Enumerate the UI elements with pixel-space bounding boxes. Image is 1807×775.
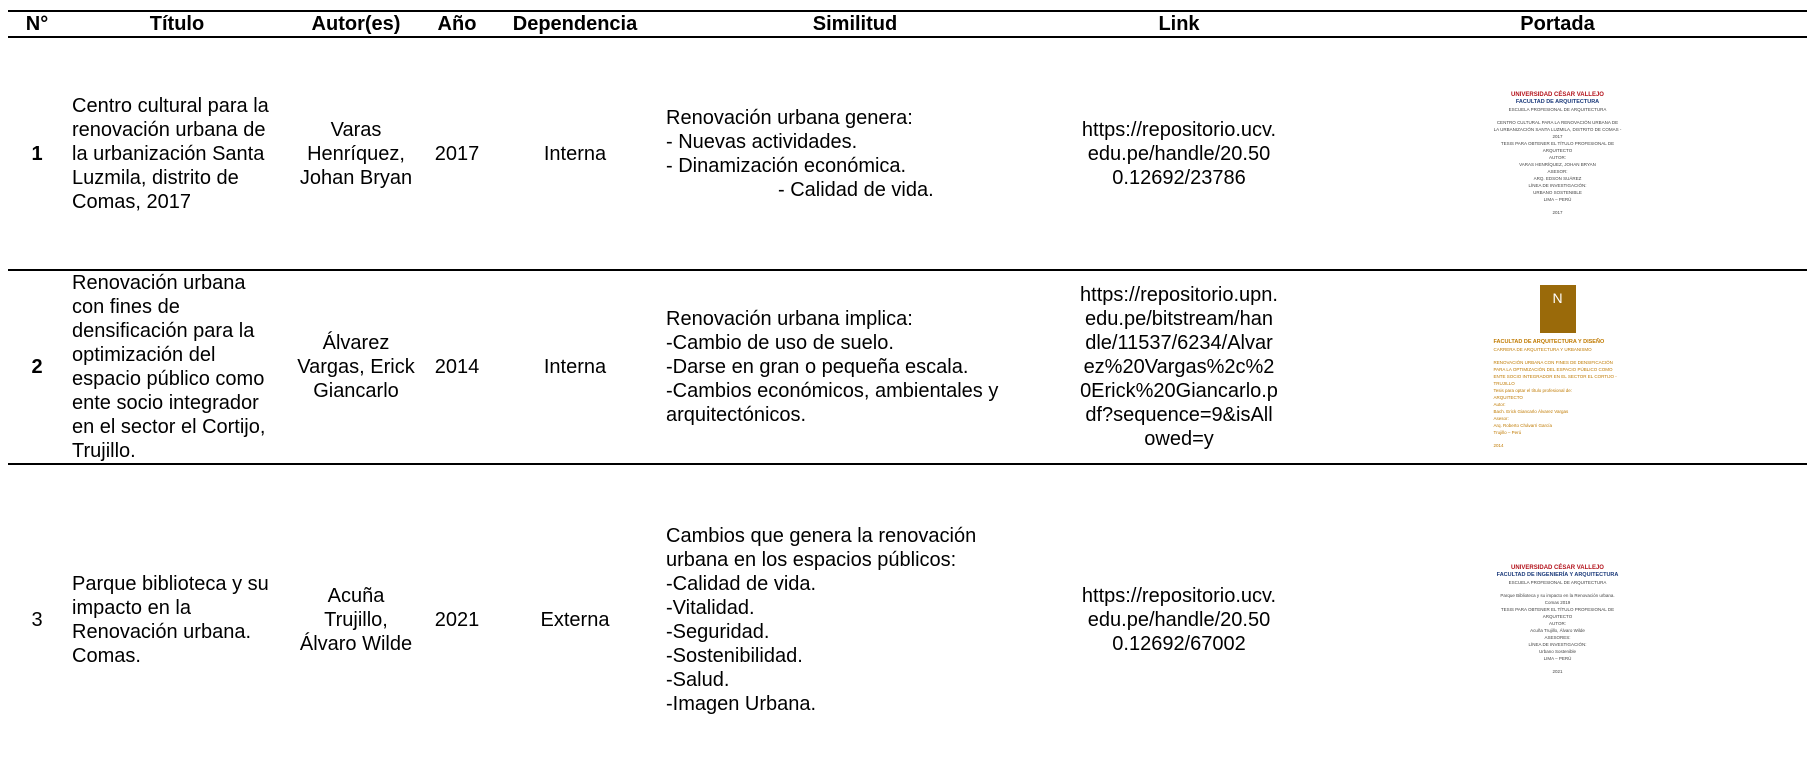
cover-text: ARQ. EDSON SUÁREZ: [1533, 175, 1582, 181]
similarity-cell: Cambios que genera la renovación urbana …: [660, 463, 1050, 775]
cover-text: ESCUELA PROFESIONAL DE ARQUITECTURA: [1508, 580, 1607, 585]
link-cell: https://repositorio.ucv.edu.pe/handle/20…: [1081, 118, 1277, 189]
similarity-line: Cambios que genera la renovación urbana …: [666, 525, 977, 571]
cover-text: LIMA – PERÚ: [1543, 656, 1572, 661]
cover-text: Bach. Erick Giancarlo Álvarez Vargas: [1493, 409, 1569, 414]
column-header: Año: [424, 10, 490, 38]
cover-text: N: [1539, 285, 1576, 333]
dependency-cell: Externa: [490, 463, 660, 775]
column-header: Similitud: [660, 10, 1050, 38]
similarity-line: -Cambio de uso de suelo.: [666, 332, 894, 354]
dependency-cell: Interna: [490, 269, 660, 464]
column-header: N°: [8, 10, 66, 38]
cover-text: ASESOR:: [1547, 168, 1568, 174]
cover-text: ARQUITECTO: [1493, 395, 1523, 400]
cover-text: CENTRO CULTURAL PARA LA RENOVACIÓN URBAN…: [1493, 119, 1622, 139]
cover-text: 2014: [1493, 443, 1504, 448]
cover-text: Acuña Trujillo, Álvaro Wilde: [1530, 628, 1585, 633]
cover-text: Parque Biblioteca y su impacto en la Ren…: [1500, 593, 1615, 605]
similarity-line: -Salud.: [666, 669, 730, 691]
similarity-line: -Vitalidad.: [666, 597, 755, 619]
link-cell: https://repositorio.upn.edu.pe/bitstream…: [1050, 269, 1308, 464]
cover-thumbnail: N FACULTAD DE ARQUITECTURA Y DISEÑO CARRER…: [1493, 285, 1622, 449]
similarity-line: - Dinamización económica.: [666, 154, 907, 177]
similarity-line: Renovación urbana implica:: [666, 308, 913, 330]
year-cell: 2017: [434, 142, 480, 165]
table-header: N° Título Autor(es) Año Dependencia Similitud…: [8, 10, 1807, 38]
similarity-cell: Renovación urbana implica: -Cambio de uso…: [660, 269, 1050, 464]
cover-text: FACULTAD DE INGENIERÍA Y ARQUITECTURA: [1496, 572, 1619, 578]
cover-text: VARAS HENRÍQUEZ, JOHAN BRYAN: [1519, 161, 1596, 167]
cover-text: LÍNEA DE INVESTIGACIÓN:: [1528, 642, 1587, 647]
year-cell: 2014: [424, 269, 490, 464]
cover-text: ASESORES:: [1544, 635, 1571, 640]
similarity-line: Renovación urbana genera:: [666, 106, 913, 129]
column-header: Dependencia: [490, 10, 660, 38]
similarity-line: -Cambios económicos, ambientales y arqui…: [666, 380, 999, 426]
cover-text: CARRERA DE ARQUITECTURA Y URBANISMO: [1493, 347, 1592, 352]
similarity-line: -Imagen Urbana.: [666, 693, 817, 715]
similarity-line: -Seguridad.: [666, 621, 770, 643]
references-table: N° Título Autor(es) Año Dependencia Similitud…: [8, 10, 1807, 775]
cover-text: TESIS PARA OBTENER EL TÍTULO PROFESIONAL…: [1500, 607, 1615, 619]
cover-text: RENOVACIÓN URBANA CON FINES DE DENSIFICA…: [1493, 360, 1617, 386]
cover-text: AUTOR:: [1549, 621, 1566, 626]
cover-text: UNIVERSIDAD CÉSAR VALLEJO: [1511, 565, 1604, 571]
row-number: 2: [8, 269, 66, 464]
cover-text: 2017: [1552, 209, 1563, 215]
cover-text: TESIS PARA OBTENER EL TÍTULO PROFESIONAL…: [1500, 140, 1615, 153]
author-cell: Acuña Trujillo, Álvaro Wilde: [288, 463, 424, 775]
cover-text: Trujillo – Perú: [1493, 430, 1522, 435]
cover-text: Tesis para optar el título profesional d…: [1493, 388, 1573, 393]
cover-text: Arq. Roberto Chávarri García: [1493, 423, 1553, 428]
cover-cell: UNIVERSIDAD CÉSAR VALLEJO FACULTAD DE ARQ…: [1308, 37, 1807, 270]
author-cell: Álvarez Vargas, Erick Giancarlo: [288, 269, 424, 464]
author-cell: Varas Henríquez, Johan Bryan: [299, 118, 413, 189]
column-header: Portada: [1308, 10, 1807, 38]
similarity-line: - Nuevas actividades.: [666, 130, 858, 153]
cover-text: LÍNEA DE INVESTIGACIÓN:: [1528, 182, 1587, 188]
cover-text: FACULTAD DE ARQUITECTURA Y DISEÑO: [1493, 339, 1605, 345]
cover-text: 2021: [1552, 669, 1563, 674]
link-cell: https://repositorio.ucv.edu.pe/handle/20…: [1050, 463, 1308, 775]
column-header: Autor(es): [288, 10, 424, 38]
cover-text: LIMA – PERÚ: [1543, 196, 1572, 202]
cover-text: UNIVERSIDAD CÉSAR VALLEJO: [1511, 91, 1604, 98]
table-row: 2 Renovación urbana con fines de densific…: [8, 269, 1807, 464]
title-cell: Parque biblioteca y su impacto en la Ren…: [66, 463, 288, 775]
cover-text: Autor:: [1493, 402, 1506, 407]
similarity-line: -Sostenibilidad.: [666, 645, 803, 667]
column-header: Título: [66, 10, 288, 38]
cover-thumbnail: UNIVERSIDAD CÉSAR VALLEJO FACULTAD DE ARQ…: [1493, 91, 1622, 216]
table-row: 3 Parque biblioteca y su impacto en la Re…: [8, 463, 1807, 775]
cover-cell: UNIVERSIDAD CÉSAR VALLEJO FACULTAD DE ING…: [1308, 463, 1807, 775]
similarity-line: - Calidad de vida.: [778, 178, 934, 201]
title-cell: Centro cultural para la renovación urban…: [72, 94, 269, 213]
cover-text: AUTOR:: [1549, 154, 1566, 160]
cover-cell: N FACULTAD DE ARQUITECTURA Y DISEÑO CARRER…: [1308, 269, 1807, 464]
row-number: 1: [31, 142, 43, 165]
cover-text: ESCUELA PROFESIONAL DE ARQUITECTURA: [1508, 106, 1607, 112]
year-cell: 2021: [424, 463, 490, 775]
row-number: 3: [8, 463, 66, 775]
similarity-cell: Renovación urbana genera: - Nuevas activi…: [660, 37, 1050, 270]
column-header: Link: [1050, 10, 1308, 38]
cover-thumbnail: UNIVERSIDAD CÉSAR VALLEJO FACULTAD DE ING…: [1493, 565, 1622, 675]
header-row: N° Título Autor(es) Año Dependencia Similitud…: [8, 10, 1807, 38]
cover-text: Asesor:: [1493, 416, 1509, 421]
similarity-line: -Darse en gran o pequeña escala.: [666, 356, 969, 378]
similarity-line: -Calidad de vida.: [666, 573, 817, 595]
table-body: 1 Centro cultural para la renovación urba…: [8, 37, 1807, 775]
title-cell: Renovación urbana con fines de densifica…: [66, 269, 288, 464]
cover-text: FACULTAD DE ARQUITECTURA: [1515, 98, 1600, 105]
table-row: 1 Centro cultural para la renovación urba…: [8, 37, 1807, 270]
dependency-cell: Interna: [543, 142, 607, 165]
cover-text: URBANO SOSTENIBLE: [1533, 189, 1582, 195]
cover-text: Urbano Sostenible: [1538, 649, 1577, 654]
